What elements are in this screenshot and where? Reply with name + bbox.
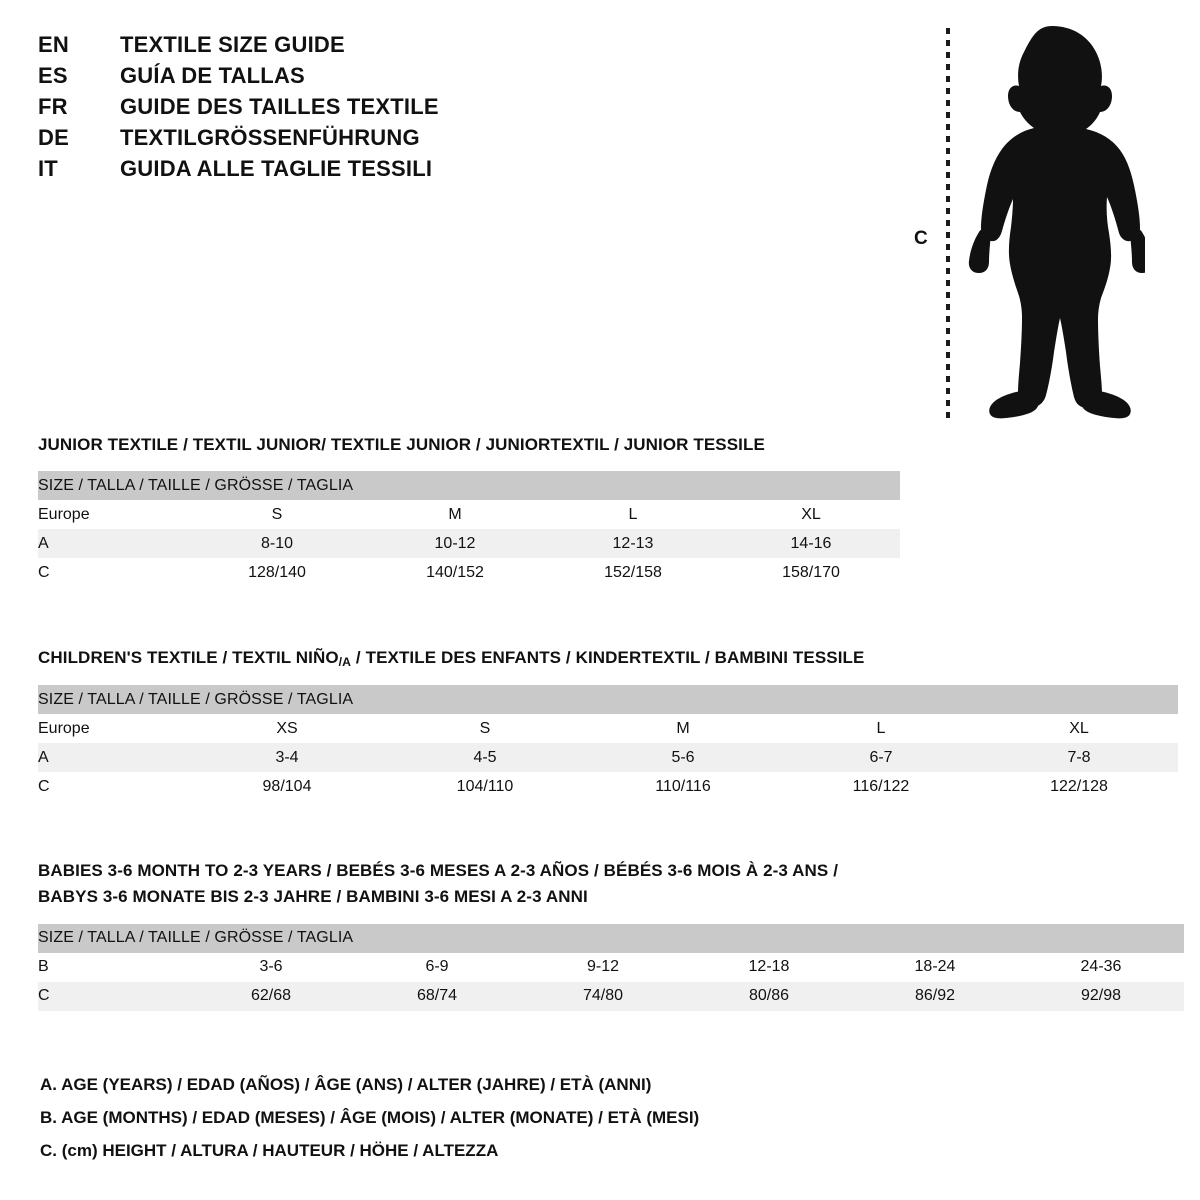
language-row: DE TEXTILGRÖSSENFÜHRUNG [38, 125, 439, 156]
table-cell: 92/98 [1018, 981, 1184, 1011]
table-cell: 4-5 [386, 743, 584, 772]
table-band-row: SIZE / TALLA / TAILLE / GRÖSSE / TAGLIA [38, 685, 1178, 714]
section-junior: JUNIOR TEXTILE / TEXTIL JUNIOR/ TEXTILE … [38, 432, 900, 588]
height-figure: C [900, 10, 1150, 425]
language-code: EN [38, 32, 69, 57]
language-title: GUÍA DE TALLAS [120, 63, 305, 88]
table-cell: 116/122 [782, 772, 980, 801]
band-label: SIZE / TALLA / TAILLE / GRÖSSE / TAGLIA [38, 685, 1178, 714]
row-label: Europe [38, 500, 188, 530]
section-title-babies-line2: BABYS 3-6 MONATE BIS 2-3 JAHRE / BAMBINI… [38, 887, 588, 907]
table-cell: 98/104 [188, 772, 386, 801]
row-label: B [38, 952, 188, 982]
table-cell: 18-24 [852, 952, 1018, 982]
language-row: IT GUIDA ALLE TAGLIE TESSILI [38, 156, 439, 187]
row-label: A [38, 529, 188, 559]
language-header: EN TEXTILE SIZE GUIDE ES GUÍA DE TALLAS … [38, 32, 439, 187]
table-cell: L [782, 714, 980, 743]
section-babies: BABIES 3-6 MONTH TO 2-3 YEARS / BEBÉS 3-… [38, 858, 1184, 1011]
table-cell: S [386, 714, 584, 743]
table-cell: 12-18 [686, 952, 852, 982]
table-cell: 122/128 [980, 772, 1178, 801]
table-cell: 12-13 [544, 529, 722, 559]
section-title-children-pre: CHILDREN'S TEXTILE / TEXTIL NIÑO [38, 648, 339, 667]
height-measure-label: C [914, 228, 928, 249]
table-cell: 110/116 [584, 772, 782, 801]
table-row: B 3-6 6-9 9-12 12-18 18-24 24-36 [38, 952, 1184, 982]
table-cell: 6-9 [354, 952, 520, 982]
table-cell: 14-16 [722, 529, 900, 559]
row-label: C [38, 981, 188, 1011]
table-cell: 8-10 [188, 529, 366, 559]
section-children: CHILDREN'S TEXTILE / TEXTIL NIÑO/A / TEX… [38, 645, 1178, 801]
section-title-babies-line1: BABIES 3-6 MONTH TO 2-3 YEARS / BEBÉS 3-… [38, 861, 839, 880]
table-cell: 86/92 [852, 981, 1018, 1011]
table-cell: 74/80 [520, 981, 686, 1011]
language-title: GUIDA ALLE TAGLIE TESSILI [120, 156, 433, 181]
legend-line-b: B. AGE (MONTHS) / EDAD (MESES) / ÂGE (MO… [40, 1108, 700, 1127]
language-code: IT [38, 156, 58, 181]
section-title-children: CHILDREN'S TEXTILE / TEXTIL NIÑO/A / TEX… [38, 645, 1178, 672]
table-row: A 3-4 4-5 5-6 6-7 7-8 [38, 743, 1178, 772]
language-code: FR [38, 94, 68, 119]
legend-line-c: C. (cm) HEIGHT / ALTURA / HAUTEUR / HÖHE… [40, 1141, 499, 1160]
legend-line-a: A. AGE (YEARS) / EDAD (AÑOS) / ÂGE (ANS)… [40, 1075, 652, 1094]
table-cell: M [584, 714, 782, 743]
table-cell: 7-8 [980, 743, 1178, 772]
table-cell: 104/110 [386, 772, 584, 801]
band-label: SIZE / TALLA / TAILLE / GRÖSSE / TAGLIA [38, 471, 900, 501]
table-row: A 8-10 10-12 12-13 14-16 [38, 529, 900, 559]
language-row: ES GUÍA DE TALLAS [38, 63, 439, 94]
table-row: C 98/104 104/110 110/116 116/122 122/128 [38, 772, 1178, 801]
table-cell: 3-6 [188, 952, 354, 982]
table-cell: 3-4 [188, 743, 386, 772]
section-title-junior: JUNIOR TEXTILE / TEXTIL JUNIOR/ TEXTILE … [38, 435, 765, 454]
children-size-table: SIZE / TALLA / TAILLE / GRÖSSE / TAGLIA … [38, 685, 1178, 801]
language-row: EN TEXTILE SIZE GUIDE [38, 32, 439, 63]
table-cell: 152/158 [544, 558, 722, 588]
table-cell: 10-12 [366, 529, 544, 559]
table-cell: L [544, 500, 722, 530]
dashed-height-line-icon [946, 28, 950, 423]
table-cell: XS [188, 714, 386, 743]
table-row: C 128/140 140/152 152/158 158/170 [38, 558, 900, 588]
babies-size-table: SIZE / TALLA / TAILLE / GRÖSSE / TAGLIA … [38, 923, 1184, 1011]
table-cell: 80/86 [686, 981, 852, 1011]
table-cell: 6-7 [782, 743, 980, 772]
language-title: GUIDE DES TAILLES TEXTILE [120, 94, 439, 119]
table-cell: 158/170 [722, 558, 900, 588]
child-silhouette-icon [968, 26, 1145, 419]
language-title: TEXTILE SIZE GUIDE [120, 32, 345, 57]
table-cell: 5-6 [584, 743, 782, 772]
row-label: A [38, 743, 188, 772]
table-row: Europe S M L XL [38, 500, 900, 530]
table-cell: 68/74 [354, 981, 520, 1011]
language-title: TEXTILGRÖSSENFÜHRUNG [120, 125, 420, 150]
row-label: Europe [38, 714, 188, 743]
table-cell: 128/140 [188, 558, 366, 588]
table-cell: M [366, 500, 544, 530]
table-band-row: SIZE / TALLA / TAILLE / GRÖSSE / TAGLIA [38, 923, 1184, 953]
table-cell: XL [980, 714, 1178, 743]
table-cell: XL [722, 500, 900, 530]
legend: A. AGE (YEARS) / EDAD (AÑOS) / ÂGE (ANS)… [40, 1068, 699, 1167]
table-row: C 62/68 68/74 74/80 80/86 86/92 92/98 [38, 981, 1184, 1011]
section-title-children-post: / TEXTILE DES ENFANTS / KINDERTEXTIL / B… [351, 648, 865, 667]
table-cell: 24-36 [1018, 952, 1184, 982]
row-label: C [38, 772, 188, 801]
table-row: Europe XS S M L XL [38, 714, 1178, 743]
band-label: SIZE / TALLA / TAILLE / GRÖSSE / TAGLIA [38, 923, 1184, 953]
table-cell: 9-12 [520, 952, 686, 982]
table-band-row: SIZE / TALLA / TAILLE / GRÖSSE / TAGLIA [38, 471, 900, 501]
section-title-children-sub: /A [338, 655, 352, 670]
language-code: DE [38, 125, 69, 150]
language-code: ES [38, 63, 68, 88]
language-row: FR GUIDE DES TAILLES TEXTILE [38, 94, 439, 125]
row-label: C [38, 558, 188, 588]
table-cell: S [188, 500, 366, 530]
table-cell: 140/152 [366, 558, 544, 588]
table-cell: 62/68 [188, 981, 354, 1011]
junior-size-table: SIZE / TALLA / TAILLE / GRÖSSE / TAGLIA … [38, 471, 900, 588]
